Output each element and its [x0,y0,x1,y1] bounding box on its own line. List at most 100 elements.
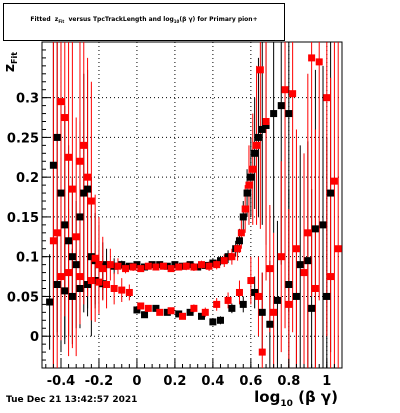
data-point [53,133,61,141]
data-point [87,277,95,285]
data-point [129,263,137,271]
data-point [122,265,130,273]
data-point [216,316,224,324]
data-point [213,300,221,308]
data-point [80,141,88,149]
data-point [251,149,259,157]
data-point [334,245,342,253]
x-tick-label: 1 [322,374,331,389]
data-point [254,292,262,300]
data-point [304,257,312,265]
data-point [239,213,247,221]
data-point [133,306,141,314]
data-point [114,262,122,270]
data-point [179,312,187,320]
data-point [186,261,194,269]
data-point [167,265,175,273]
y-tick-label: 0.15 [7,211,39,226]
data-point [84,281,92,289]
data-point [46,298,54,306]
data-point [289,90,297,98]
data-point [84,173,92,181]
data-point [330,177,338,185]
data-point [249,165,257,173]
data-point [237,229,245,237]
data-point [311,284,319,292]
data-point [277,253,285,261]
data-point [296,261,304,269]
data-point [281,86,289,94]
data-point [194,263,202,271]
chart-title: Fitted zFit versus TpcTrackLength and lo… [30,16,258,25]
data-point [57,189,65,197]
data-point [182,262,190,270]
data-point [80,189,88,197]
data-point [262,121,270,129]
data-point [49,161,57,169]
data-point [76,213,84,221]
data-point [190,304,198,312]
data-point [61,287,69,295]
data-point [152,304,160,312]
data-point [167,307,175,315]
data-point [49,237,57,245]
data-point [253,141,261,149]
data-point [243,189,251,197]
data-point [76,157,84,165]
data-point [228,253,236,261]
data-point [254,133,262,141]
data-point [241,205,249,213]
data-point [239,300,247,308]
data-point [209,259,217,267]
data-point [163,308,171,316]
data-point [144,304,152,312]
data-point [327,273,335,281]
data-point [141,311,149,319]
y-tick-label: 0 [30,330,39,345]
data-point [91,254,99,262]
data-point [72,233,80,241]
data-point [220,257,228,265]
data-point [292,245,300,253]
data-point [251,288,259,296]
data-point [262,118,270,126]
data-point [292,292,300,300]
data-point [258,308,266,316]
data-point [99,265,107,273]
data-point [76,284,84,292]
data-point [171,261,179,269]
chart-title-box: Fitted zFit versus TpcTrackLength and lo… [3,3,285,41]
data-point [247,173,255,181]
data-point [68,253,76,261]
x-tick-label: 0.6 [239,374,262,389]
data-point [163,262,171,270]
data-point [186,308,194,316]
data-point [175,263,183,271]
data-point [315,58,323,66]
data-point [53,229,61,237]
data-point [319,221,327,229]
x-tick-label: -0.4 [47,374,75,389]
data-point [125,288,133,296]
data-point [57,98,65,106]
data-point [311,225,319,233]
data-point [137,265,145,273]
data-point [133,261,141,269]
data-point [137,302,145,310]
data-point [245,181,253,189]
data-point [224,296,232,304]
data-point [106,261,114,269]
data-point [141,263,149,271]
data-point [118,286,126,294]
data-point [205,262,213,270]
data-point [300,269,308,277]
timestamp-footer: Tue Dec 21 13:42:57 2021 [6,395,138,405]
data-point [266,320,274,328]
data-point [65,153,73,161]
x-axis-label: log10 (β γ) [254,388,338,409]
data-point [327,189,335,197]
data-point [65,237,73,245]
y-tick-label: 0.1 [16,251,39,266]
data-point [95,278,103,286]
